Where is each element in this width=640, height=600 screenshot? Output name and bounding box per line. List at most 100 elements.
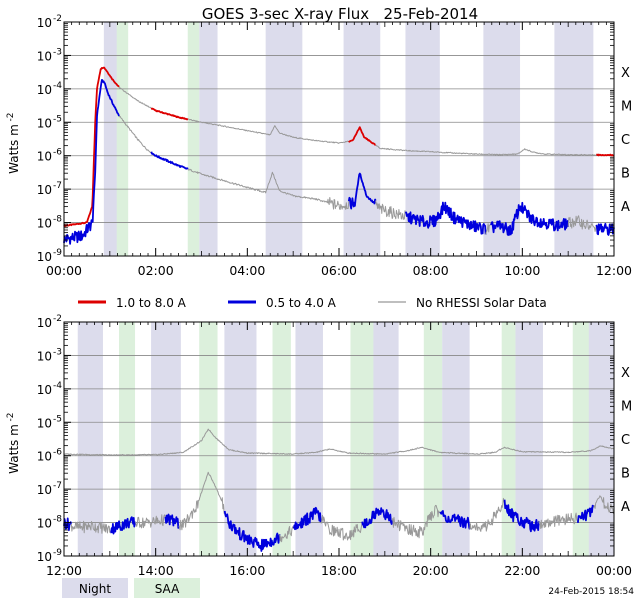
series-line-short [503,499,540,533]
flare-class-label: X [621,66,630,81]
flare-class-label: M [621,100,632,115]
series-line-short [391,504,441,539]
legend-label-long: 1.0 to 8.0 A [116,296,187,310]
x-tick-label: 02:00 [138,263,174,278]
saa-band [199,322,218,556]
y-tick-exponent: -5 [53,114,62,124]
x-tick-label: 12:00 [596,263,632,278]
series-line-short [135,514,166,529]
series-line-short [439,510,471,530]
night-band [343,22,381,256]
night-band [586,322,614,556]
series-line-short [320,514,363,541]
series-line-short [223,510,281,552]
bottom-panel: 10-210-310-410-510-610-710-810 -9XMCBA12:… [6,314,632,578]
y-tick-label: 10 [37,416,52,430]
chart-title: GOES 3-sec X-ray Flux 25-Feb-2014 [202,5,478,23]
saa-band [423,322,443,556]
x-tick-label: 06:00 [321,263,357,278]
x-tick-label: 12:00 [46,563,82,578]
y-axis-label: Watts m [7,124,21,174]
saa-legend-swatch [134,578,200,598]
series-line-short [567,215,597,232]
flare-class-label: C [621,433,630,448]
footer-timestamp: 24-Feb-2015 18:54 [548,587,634,597]
series-line-long [348,126,377,146]
y-tick-exponent: -2 [53,14,62,24]
x-tick-label: 00:00 [596,563,632,578]
series-line-long [187,118,350,144]
y-axis-label-exponent: -2 [6,113,16,122]
band-legend: Night SAA [62,578,200,598]
x-tick-label: 16:00 [229,563,265,578]
night-band [224,322,257,556]
y-tick-label: 10 [37,217,52,231]
series-line-short [292,506,322,531]
series-line-short [490,201,570,237]
series-line-long [118,86,152,109]
night-legend-label: Night [79,582,112,596]
night-band [515,322,543,556]
night-band [265,22,303,256]
saa-band [119,322,136,556]
legend-label-nodata: No RHESSI Solar Data [416,296,547,310]
y-tick-exponent: -4 [53,81,62,91]
flare-class-label: B [621,166,630,181]
series-line-short [150,151,189,170]
night-legend-swatch [62,578,128,598]
y-tick-exponent: -9 [53,248,62,258]
series-line-short [375,200,407,220]
y-tick-label: 10 [37,183,52,197]
series-line-short [469,497,506,532]
x-tick-label: 14:00 [138,563,174,578]
y-tick-exponent: -5 [53,414,62,424]
series-line-short [70,520,111,534]
y-tick-exponent: -8 [53,515,62,525]
x-tick-label: 10:00 [504,263,540,278]
saa-band [572,322,589,556]
series-line-long [596,153,615,157]
series-line-short [593,495,615,514]
y-tick-exponent: -6 [53,148,62,158]
y-tick-label: 10 [37,83,52,97]
series-line-long [150,107,189,121]
night-band [554,22,594,256]
y-tick-exponent: -6 [53,448,62,458]
night-band [77,322,103,556]
x-tick-label: 00:00 [46,263,82,278]
y-tick-label: 10 [37,150,52,164]
flare-class-label: C [621,133,630,148]
flare-class-label: M [621,400,632,415]
top-panel: 10-210-310-410-510-610-710-810 -9XMCBA00:… [6,14,632,278]
series-line-short [485,223,492,235]
x-tick-label: 04:00 [229,263,265,278]
x-tick-label: 18:00 [321,563,357,578]
flare-class-label: A [621,200,630,215]
y-tick-label: 10 [37,16,52,30]
flare-class-label: X [621,366,630,381]
series-line-short [110,516,137,535]
series-line-short [118,115,152,154]
y-tick-label: 10 [37,349,52,363]
series-line-short [595,222,615,236]
y-tick-label: 10 [37,550,52,564]
x-tick-label: 22:00 [504,563,540,578]
series-line-long [63,66,120,228]
y-tick-label: 10 [37,316,52,330]
y-tick-exponent: -8 [53,215,62,225]
flare-class-label: B [621,466,630,481]
series-line-short [187,168,350,210]
series-line-short [63,79,120,245]
y-tick-label: 10 [37,250,52,264]
series-line-short [279,526,295,543]
y-tick-label: 10 [37,483,52,497]
x-tick-label: 20:00 [413,563,449,578]
y-tick-exponent: -4 [53,381,62,391]
series-line-short [361,507,394,529]
saa-legend-label: SAA [155,582,180,596]
y-tick-exponent: -3 [53,347,62,357]
saa-band [116,22,129,256]
y-tick-exponent: -7 [53,481,62,491]
y-tick-exponent: -7 [53,181,62,191]
